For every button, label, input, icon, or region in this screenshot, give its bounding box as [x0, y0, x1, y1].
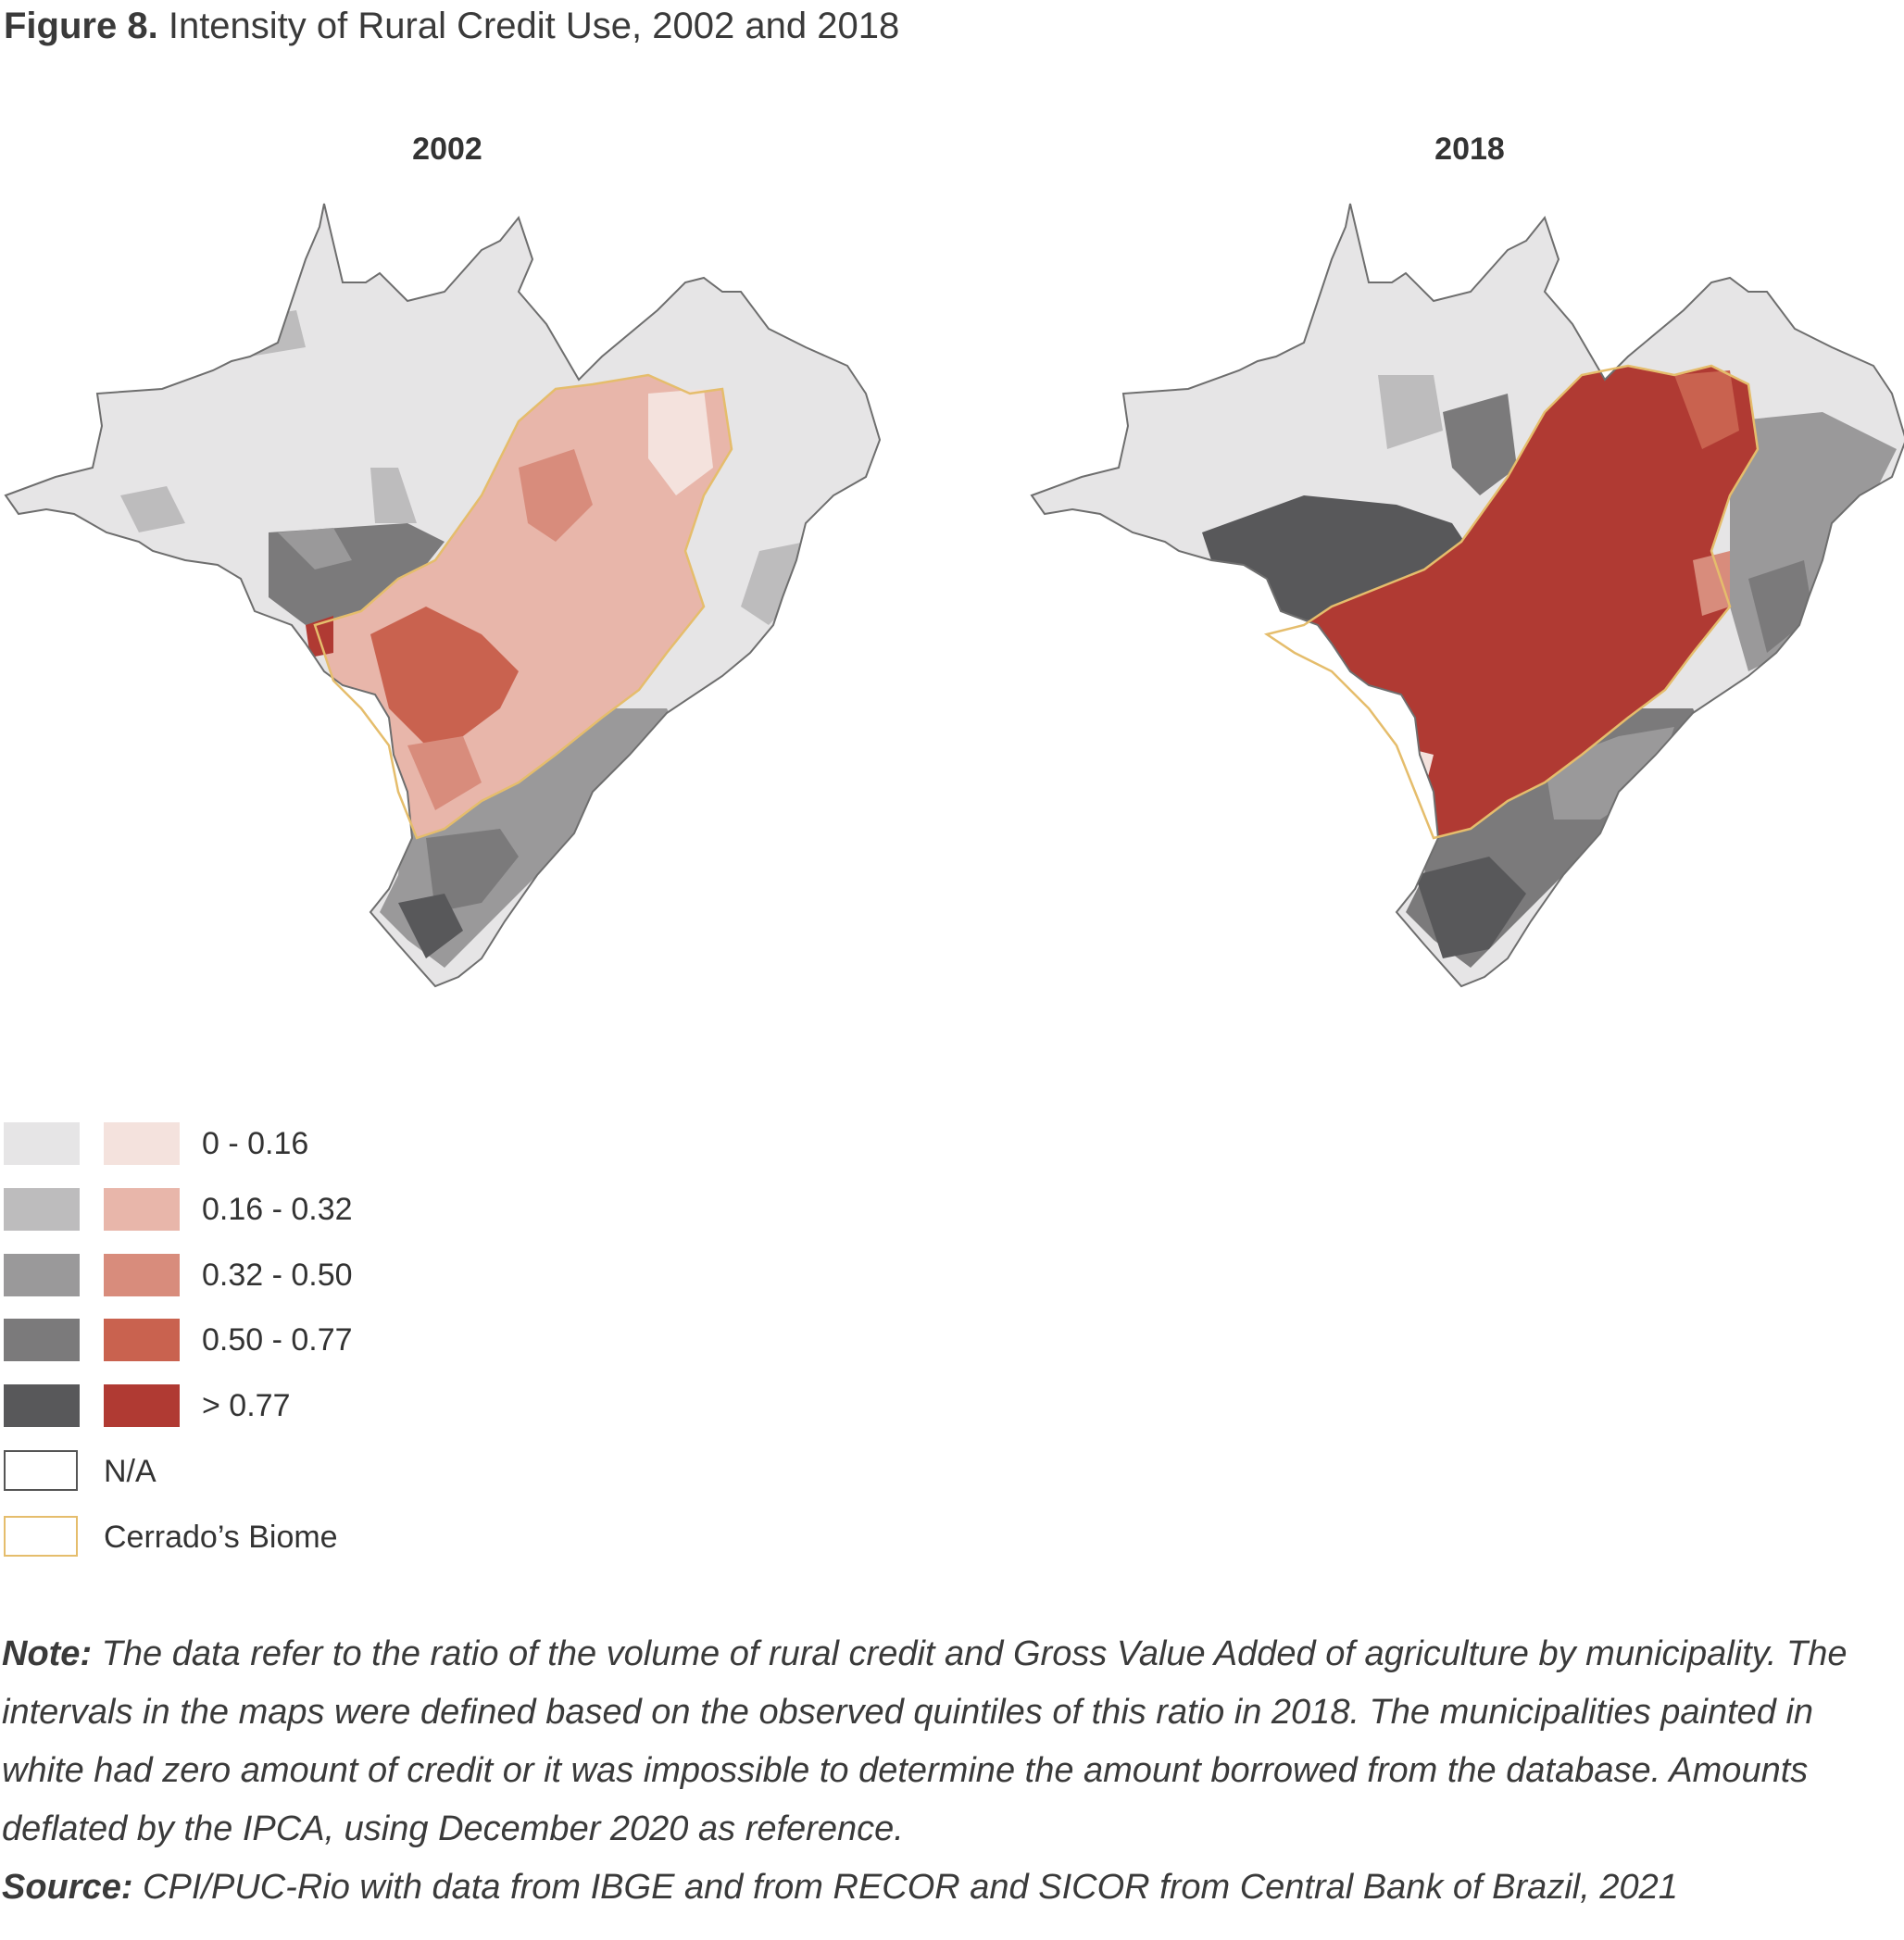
- legend-label: > 0.77: [202, 1388, 291, 1423]
- legend-swatch-red: [104, 1122, 180, 1165]
- legend-label: 0 - 0.16: [202, 1126, 309, 1161]
- legend-swatch-red: [104, 1188, 180, 1231]
- map-title-2002: 2002: [412, 131, 482, 167]
- legend-row-na: N/A: [4, 1450, 559, 1496]
- note-paragraph: Note: The data refer to the ratio of the…: [2, 1625, 1900, 1859]
- legend-label: 0.32 - 0.50: [202, 1258, 353, 1293]
- country-outline: [4, 203, 882, 988]
- legend-swatch-grey: [4, 1384, 80, 1427]
- figure-title-text: Intensity of Rural Credit Use, 2002 and …: [168, 6, 900, 46]
- legend-swatch-red: [104, 1384, 180, 1427]
- source-paragraph: Source: CPI/PUC-Rio with data from IBGE …: [2, 1859, 1900, 1917]
- legend-swatch-na: [4, 1450, 78, 1491]
- legend-row-5: > 0.77: [4, 1384, 559, 1431]
- note-text: The data refer to the ratio of the volum…: [2, 1634, 1848, 1848]
- legend-swatch-red: [104, 1319, 180, 1361]
- region-cerrado-hot-1: [370, 607, 519, 745]
- legend-row-2: 0.16 - 0.32: [4, 1188, 559, 1234]
- legend-row-cerrado: Cerrado’s Biome: [4, 1516, 559, 1562]
- legend-label-na: N/A: [104, 1454, 157, 1489]
- region-cerrado-east: [1693, 551, 1730, 616]
- region-cerrado-hot-3: [407, 736, 482, 810]
- legend-swatch-grey: [4, 1254, 80, 1296]
- region-cerrado-west: [1267, 630, 1313, 662]
- region-west-south: [1258, 653, 1322, 801]
- legend-row-4: 0.50 - 0.77: [4, 1319, 559, 1365]
- region-amazon-patch: [370, 468, 417, 523]
- source-label: Source:: [2, 1868, 133, 1907]
- note-block: Note: The data refer to the ratio of the…: [2, 1625, 1900, 1917]
- region-amazon-patch-b: [120, 486, 185, 532]
- legend-swatch-grey: [4, 1319, 80, 1361]
- region-cerrado-hot-2: [519, 449, 593, 542]
- region-para-dark: [1443, 394, 1517, 495]
- note-label: Note:: [2, 1634, 93, 1673]
- map-2018: [1030, 203, 1904, 988]
- legend-label-cerrado: Cerrado’s Biome: [104, 1520, 338, 1555]
- legend-swatch-grey: [4, 1122, 80, 1165]
- figure-title: Figure 8. Intensity of Rural Credit Use,…: [4, 4, 899, 48]
- legend-swatch-red: [104, 1254, 180, 1296]
- legend-swatch-grey: [4, 1188, 80, 1231]
- legend-row-1: 0 - 0.16: [4, 1122, 559, 1169]
- map-2002: [4, 203, 882, 988]
- legend-label: 0.16 - 0.32: [202, 1192, 353, 1227]
- region-south-darkest: [398, 894, 463, 958]
- country-outline: [1030, 203, 1904, 988]
- legend-swatch-cerrado: [4, 1516, 78, 1557]
- region-south-darkest: [1415, 857, 1526, 958]
- cerrado-outline: [313, 373, 733, 840]
- region-roraima: [1221, 208, 1304, 319]
- region-northeast-dark: [1748, 560, 1813, 653]
- cerrado-outline: [1263, 364, 1760, 840]
- figure-label: Figure 8.: [4, 6, 158, 46]
- legend-label: 0.50 - 0.77: [202, 1322, 353, 1358]
- region-cerrado-north: [1674, 370, 1739, 449]
- region-south-dark: [426, 829, 519, 912]
- region-west-belt-b: [278, 528, 352, 569]
- legend-row-3: 0.32 - 0.50: [4, 1254, 559, 1300]
- region-cerrado-pale: [648, 389, 713, 495]
- map-title-2018: 2018: [1434, 131, 1505, 167]
- region-para-mid: [1378, 375, 1443, 449]
- region-southeast: [1545, 727, 1674, 820]
- source-text: CPI/PUC-Rio with data from IBGE and from…: [143, 1868, 1678, 1907]
